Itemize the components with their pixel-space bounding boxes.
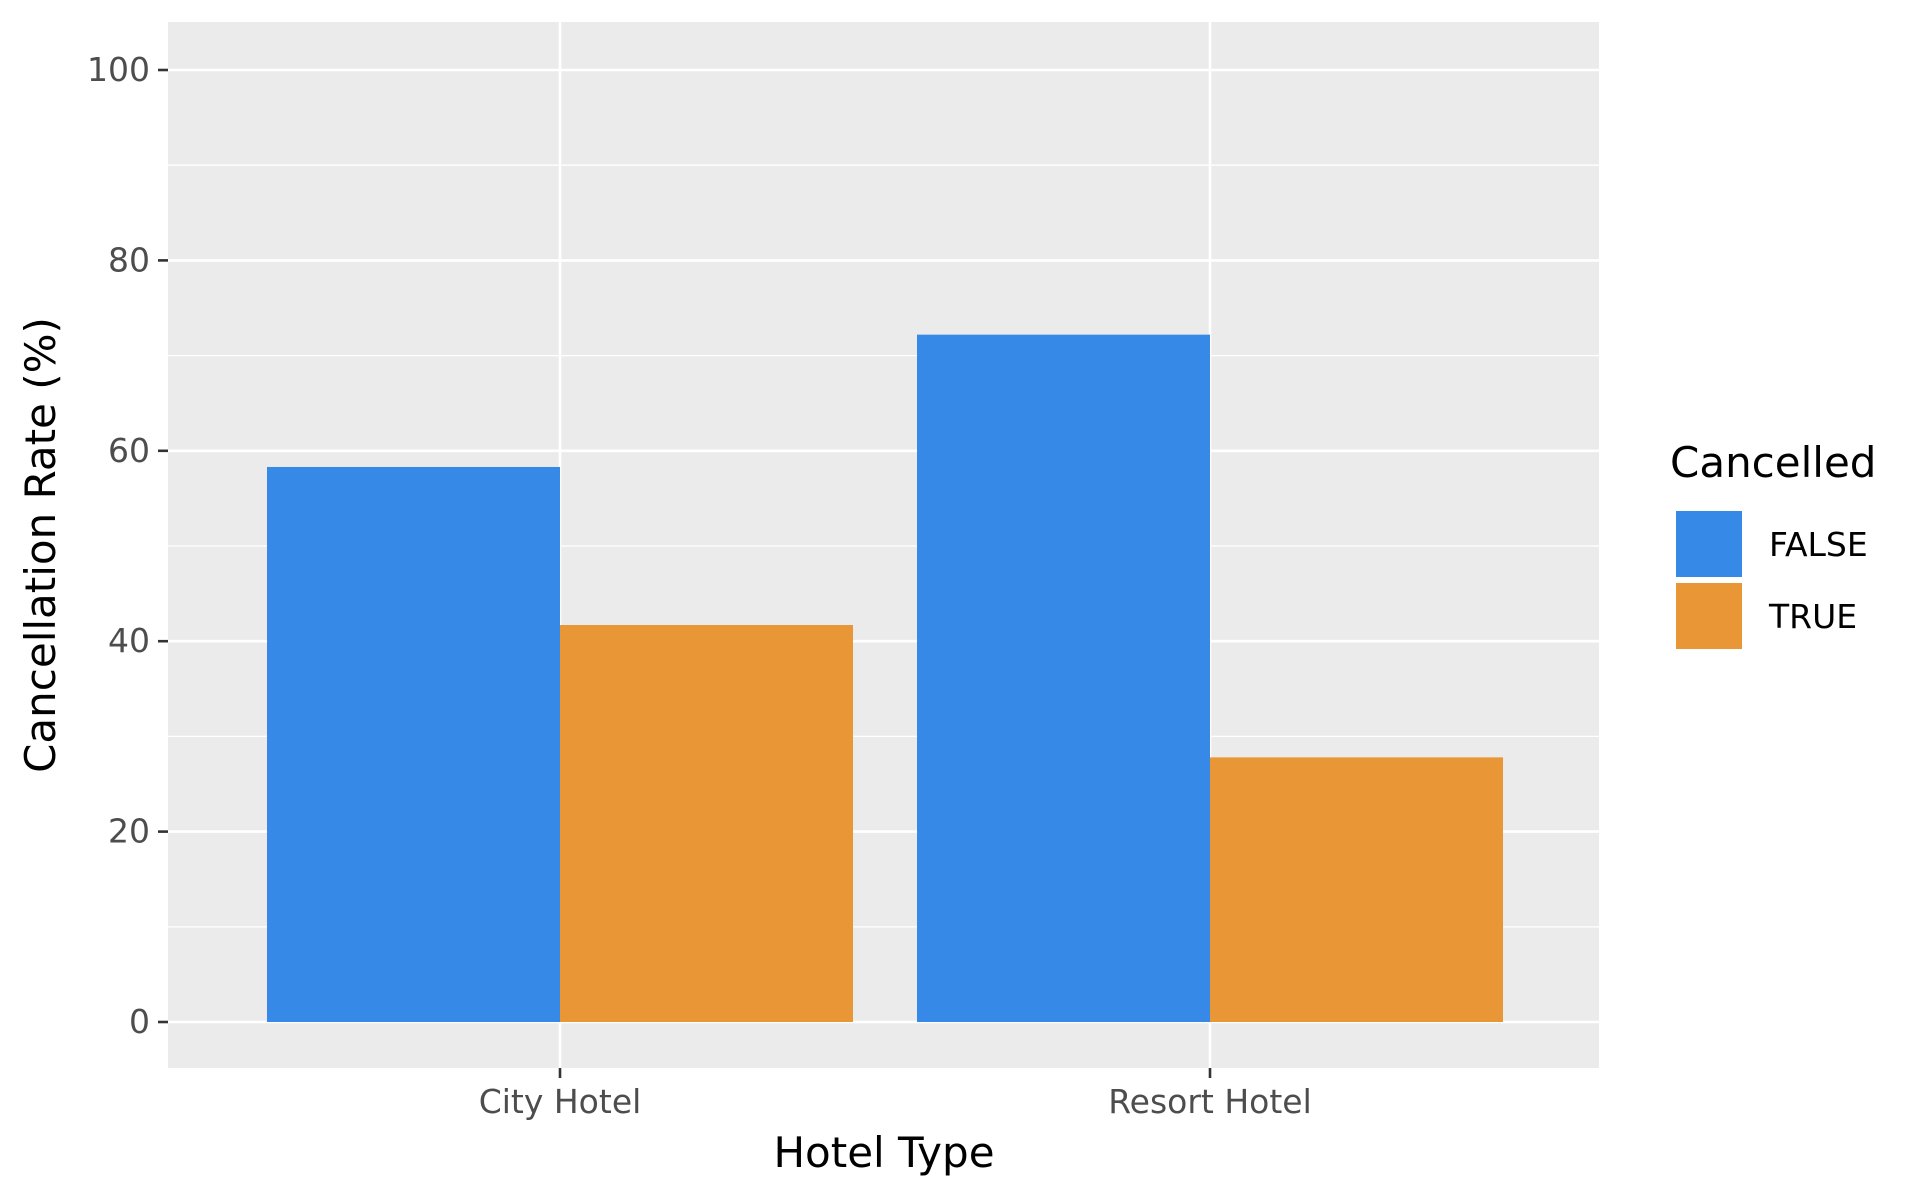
- x-tick-label: City Hotel: [479, 1082, 642, 1121]
- x-tick-label: Resort Hotel: [1108, 1082, 1312, 1121]
- legend-label-false: FALSE: [1769, 525, 1868, 564]
- legend: Cancelled FALSE TRUE: [1670, 438, 1876, 651]
- bar-true: [560, 625, 853, 1022]
- y-tick-label: 80: [108, 240, 150, 279]
- legend-items: FALSE TRUE: [1674, 509, 1868, 651]
- y-tick-label: 40: [108, 621, 150, 660]
- x-axis: City Hotel Resort Hotel: [479, 1068, 1312, 1121]
- y-tick-label: 20: [108, 812, 150, 851]
- y-tick-label: 0: [129, 1002, 150, 1041]
- y-tick-label: 100: [87, 50, 150, 89]
- bar-false: [267, 466, 560, 1022]
- bar-false: [917, 334, 1210, 1022]
- x-axis-title: Hotel Type: [773, 1128, 994, 1177]
- bars: [267, 334, 1503, 1022]
- legend-title: Cancelled: [1670, 438, 1876, 487]
- bar-true: [1210, 757, 1503, 1022]
- legend-label-true: TRUE: [1768, 597, 1857, 636]
- y-axis: 0 20 40 60 80 100: [87, 50, 168, 1041]
- legend-swatch-true: [1676, 583, 1742, 649]
- legend-swatch-false: [1676, 511, 1742, 577]
- y-axis-title: Cancellation Rate (%): [16, 317, 65, 773]
- y-tick-label: 60: [108, 431, 150, 470]
